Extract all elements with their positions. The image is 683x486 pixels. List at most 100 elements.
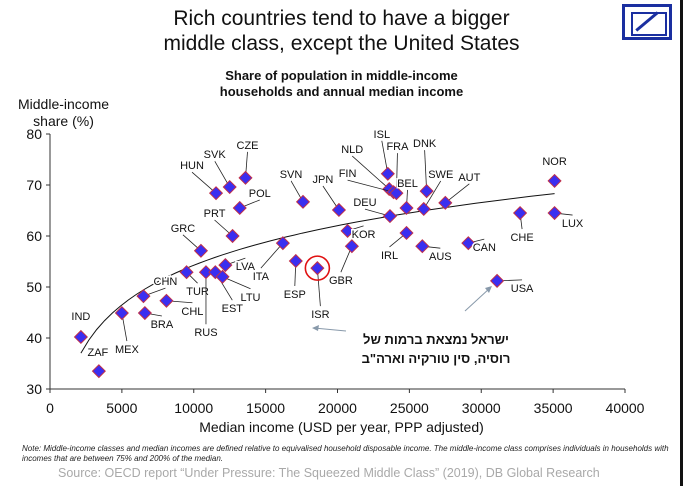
point-label-gbr: GBR — [329, 275, 353, 287]
data-point-gbr — [344, 239, 359, 254]
point-label-chl: CHL — [181, 306, 203, 318]
data-point-pol — [232, 200, 247, 216]
annotation-line-2: רוסיה, סין טורקיה וארה"ב — [361, 351, 511, 366]
point-label-dnk: DNK — [413, 138, 437, 150]
point-label-pol: POL — [249, 188, 271, 200]
x-tick-label: 30000 — [462, 400, 501, 416]
data-point-isr — [310, 261, 325, 276]
y-axis-label: Middle-income share (%) — [18, 96, 109, 130]
data-point-grc — [193, 243, 209, 258]
data-point-ltu — [215, 269, 230, 284]
data-point-mex — [114, 305, 129, 321]
point-label-hun: HUN — [180, 160, 204, 172]
data-point-swe — [416, 201, 431, 217]
y-tick-label: 50 — [26, 279, 42, 295]
point-label-lux: LUX — [562, 218, 584, 230]
leader-line — [191, 171, 217, 194]
point-label-swe: SWE — [428, 169, 453, 181]
point-label-cze: CZE — [237, 140, 259, 152]
x-tick-label: 25000 — [390, 400, 429, 416]
arrow-left — [313, 327, 347, 332]
y-tick-label: 80 — [26, 126, 42, 142]
point-label-ita: ITA — [253, 271, 270, 283]
arrow-usa — [464, 287, 491, 312]
data-point-ita — [275, 236, 290, 251]
point-label-irl: IRL — [381, 250, 398, 262]
point-label-can: CAN — [473, 242, 496, 254]
leader-line — [445, 183, 470, 204]
data-point-kor — [340, 223, 355, 238]
point-label-kor: KOR — [352, 229, 376, 241]
data-point-aus — [415, 239, 430, 254]
x-axis-label: Median income (USD per year, PPP adjuste… — [199, 419, 484, 435]
point-label-isr: ISR — [311, 309, 329, 321]
x-tick-label: 35000 — [534, 400, 573, 416]
y-tick-label: 30 — [26, 381, 42, 397]
point-label-usa: USA — [511, 283, 534, 295]
data-point-aut — [438, 195, 453, 210]
y-tick-label: 60 — [26, 228, 42, 244]
chart-subtitle: Share of population in middle-income hou… — [0, 68, 683, 100]
point-label-tur: TUR — [186, 286, 209, 298]
x-tick-label: 20000 — [318, 400, 357, 416]
highlight-circle — [304, 255, 331, 281]
point-label-mex: MEX — [115, 344, 140, 356]
x-tick-label: 0 — [46, 400, 54, 416]
hebrew-annotation: ישראל נמצאת ברמות של רוסיה, סין טורקיה ו… — [336, 330, 536, 368]
data-point-jpn — [331, 202, 347, 218]
point-label-fin: FIN — [339, 168, 357, 180]
data-point-nor — [547, 173, 562, 188]
data-point-bra — [137, 305, 152, 321]
data-point-svk — [222, 179, 237, 195]
data-point-dnk — [419, 184, 434, 199]
point-label-deu: DEU — [353, 197, 376, 209]
data-point-cze — [238, 170, 253, 185]
data-point-deu — [382, 209, 398, 224]
point-label-ltu: LTU — [241, 292, 261, 304]
data-point-bel — [399, 200, 414, 216]
point-label-aus: AUS — [429, 251, 452, 263]
data-point-hun — [208, 186, 224, 201]
data-point-lux — [547, 205, 562, 221]
data-point-prt — [225, 228, 240, 244]
arrow-usa-head — [485, 286, 492, 293]
leader-line — [260, 242, 284, 269]
x-tick-label: 15000 — [246, 400, 285, 416]
x-tick-label: 10000 — [174, 400, 213, 416]
data-point-irl — [399, 225, 414, 241]
data-point-chn — [136, 289, 151, 304]
point-label-nld: NLD — [341, 144, 363, 156]
leader-line — [347, 179, 394, 193]
point-label-svk: SVK — [204, 149, 227, 161]
point-label-prt: PRT — [204, 208, 226, 220]
data-point-che — [512, 205, 528, 221]
point-label-esp: ESP — [284, 289, 306, 301]
x-tick-label: 40000 — [606, 400, 645, 416]
data-point-isl — [380, 166, 395, 181]
arrow-left-head — [312, 325, 319, 331]
data-point-usa — [489, 273, 505, 288]
point-label-aut: AUT — [458, 172, 480, 184]
point-label-est: EST — [222, 303, 244, 315]
data-point-ind — [73, 329, 88, 345]
subtitle-line-2: households and annual median income — [219, 84, 464, 99]
data-point-chl — [159, 293, 174, 308]
point-label-svn: SVN — [280, 169, 303, 181]
chart-note: Note: Middle-income classes and median i… — [22, 444, 669, 463]
data-point-svn — [295, 194, 311, 209]
point-label-zaf: ZAF — [87, 347, 108, 359]
data-point-rus — [198, 265, 214, 280]
data-point-fra — [389, 186, 404, 201]
deutsche-bank-logo — [622, 4, 672, 40]
data-point-zaf — [91, 364, 106, 379]
x-tick-label: 5000 — [106, 400, 137, 416]
data-point-esp — [288, 253, 303, 269]
point-label-che: CHE — [510, 232, 533, 244]
point-label-jpn: JPN — [313, 174, 334, 186]
y-label-line-1: Middle-income — [18, 96, 110, 112]
trend-line — [80, 193, 555, 354]
y-label-line-2: share (%) — [33, 113, 94, 129]
annotation-line-1: ישראל נמצאת ברמות של — [363, 332, 509, 347]
point-label-grc: GRC — [171, 223, 196, 235]
y-tick-label: 40 — [26, 330, 42, 346]
